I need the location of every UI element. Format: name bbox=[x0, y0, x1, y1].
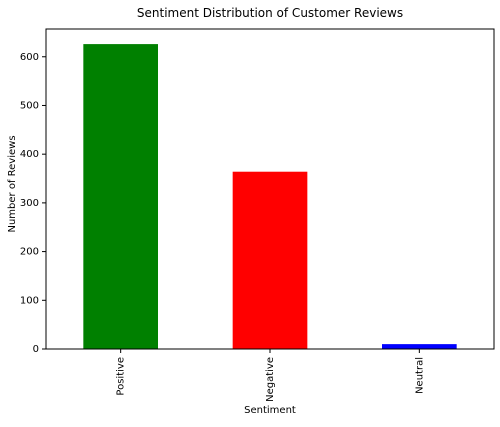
bar-positive bbox=[83, 44, 158, 349]
y-tick-label: 100 bbox=[20, 295, 39, 306]
x-tick-label-neutral: Neutral bbox=[414, 357, 425, 394]
y-axis-label: Number of Reviews bbox=[7, 135, 18, 232]
y-tick-label: 200 bbox=[20, 247, 39, 258]
y-tick-label: 400 bbox=[20, 149, 39, 160]
y-tick-label: 500 bbox=[20, 100, 39, 111]
plot-frame bbox=[45, 28, 495, 350]
bars-group bbox=[83, 44, 457, 349]
chart-title: Sentiment Distribution of Customer Revie… bbox=[137, 6, 403, 20]
x-tick-label-positive: Positive bbox=[116, 357, 127, 396]
x-axis-label: Sentiment bbox=[244, 405, 296, 416]
y-tick-label: 0 bbox=[33, 344, 39, 355]
bar-negative bbox=[232, 171, 308, 349]
y-tick-label: 300 bbox=[20, 198, 39, 209]
y-tick-label: 600 bbox=[20, 52, 39, 63]
x-tick-label-negative: Negative bbox=[265, 357, 276, 402]
x-axis-ticks: Positive Negative Neutral bbox=[116, 349, 425, 402]
y-axis-ticks: 0 100 200 300 400 500 600 bbox=[20, 52, 46, 355]
bar-neutral bbox=[382, 344, 457, 349]
